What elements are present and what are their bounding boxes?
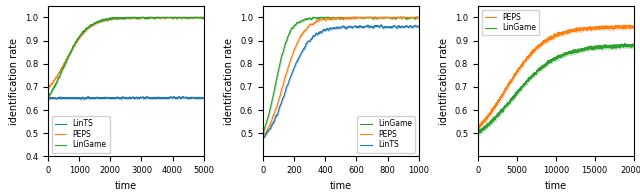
LinTS — [377, 24, 385, 26]
LinGame — [621, 43, 628, 45]
PEPS — [474, 127, 482, 130]
LinGame — [200, 16, 207, 19]
LinTS — [161, 97, 168, 99]
PEPS — [104, 19, 111, 21]
PEPS — [44, 87, 52, 89]
LinGame — [513, 91, 520, 94]
LinGame — [548, 59, 556, 62]
PEPS — [366, 16, 374, 19]
LinGame — [275, 67, 283, 69]
LinGame — [109, 16, 116, 19]
PEPS — [138, 17, 145, 19]
Line: LinTS: LinTS — [48, 96, 204, 99]
LinGame — [381, 16, 388, 19]
LinTS — [72, 97, 80, 99]
LinTS — [179, 95, 186, 97]
LinTS — [415, 26, 422, 28]
LinGame — [574, 50, 582, 52]
PEPS — [630, 26, 637, 29]
LinGame — [44, 96, 52, 98]
PEPS — [322, 18, 330, 21]
PEPS — [72, 41, 80, 43]
LinTS — [259, 137, 267, 139]
PEPS — [161, 16, 168, 19]
Line: LinTS: LinTS — [263, 25, 419, 138]
PEPS — [145, 16, 153, 19]
PEPS — [620, 25, 627, 28]
LinGame — [630, 45, 637, 47]
Y-axis label: identification rate: identification rate — [225, 38, 234, 124]
PEPS — [415, 16, 422, 19]
LinGame — [72, 40, 80, 42]
LinTS — [383, 25, 391, 28]
Y-axis label: identification rate: identification rate — [10, 38, 19, 124]
Line: PEPS: PEPS — [478, 25, 634, 129]
LinGame — [322, 16, 330, 19]
PEPS — [44, 87, 52, 89]
LinTS — [200, 97, 207, 99]
X-axis label: time: time — [330, 181, 352, 191]
PEPS — [118, 16, 125, 19]
PEPS — [474, 126, 482, 129]
PEPS — [586, 27, 593, 29]
LinTS — [275, 108, 283, 111]
LinGame — [172, 17, 180, 19]
LinTS — [172, 97, 180, 100]
Legend: LinGame, PEPS, LinTS: LinGame, PEPS, LinTS — [357, 116, 415, 152]
X-axis label: time: time — [115, 181, 137, 191]
PEPS — [568, 29, 576, 31]
PEPS — [513, 70, 520, 73]
PEPS — [200, 16, 207, 19]
LinGame — [366, 16, 374, 19]
LinGame — [620, 45, 627, 47]
PEPS — [574, 28, 582, 30]
LinGame — [328, 17, 335, 19]
LinGame — [383, 16, 391, 19]
LinGame — [161, 16, 168, 19]
LinGame — [310, 16, 317, 19]
X-axis label: time: time — [545, 181, 567, 191]
LinGame — [415, 16, 422, 19]
LinGame — [259, 131, 267, 134]
LinGame — [138, 16, 145, 19]
LinGame — [568, 51, 576, 54]
PEPS — [548, 35, 556, 37]
PEPS — [275, 98, 283, 100]
LinTS — [138, 96, 145, 99]
LinTS — [381, 25, 388, 28]
LinGame — [474, 132, 482, 135]
Line: PEPS: PEPS — [263, 17, 419, 137]
LinGame — [104, 18, 111, 20]
LinGame — [474, 132, 482, 135]
PEPS — [259, 135, 267, 138]
LinTS — [145, 97, 153, 99]
LinTS — [328, 28, 335, 30]
PEPS — [383, 16, 391, 19]
LinTS — [366, 26, 374, 28]
Line: LinGame: LinGame — [478, 44, 634, 134]
PEPS — [339, 16, 347, 19]
LinGame — [586, 46, 593, 49]
Legend: LinTS, PEPS, LinGame: LinTS, PEPS, LinGame — [52, 116, 109, 152]
LinGame — [145, 16, 153, 19]
PEPS — [625, 24, 632, 26]
PEPS — [328, 18, 335, 20]
LinTS — [104, 96, 111, 99]
PEPS — [172, 16, 180, 19]
Line: PEPS: PEPS — [48, 17, 204, 88]
Legend: PEPS, LinGame: PEPS, LinGame — [482, 10, 540, 35]
Line: LinGame: LinGame — [48, 17, 204, 97]
PEPS — [381, 16, 388, 19]
LinTS — [117, 98, 125, 100]
LinTS — [322, 29, 330, 31]
Y-axis label: identification rate: identification rate — [439, 38, 449, 124]
Line: LinGame: LinGame — [263, 17, 419, 132]
LinTS — [44, 96, 52, 99]
